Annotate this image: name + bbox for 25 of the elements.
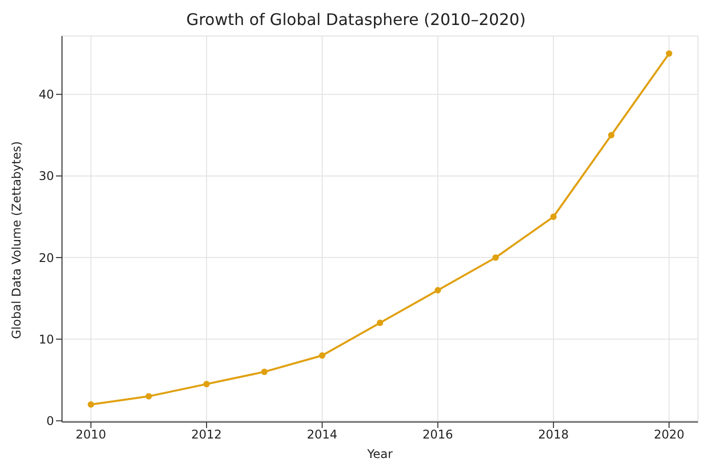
point	[376, 320, 384, 326]
point	[318, 352, 326, 359]
x-tick-label: 2010	[76, 428, 106, 442]
x-tick-label: 2020	[654, 428, 684, 442]
point	[203, 380, 210, 388]
y-tick-label: 40	[38, 88, 54, 102]
y-tick-label: 10	[38, 332, 54, 346]
x-tick-label: 2012	[191, 428, 222, 442]
point	[434, 287, 442, 294]
x-tick-label: 2016	[422, 428, 454, 442]
x-axis-title: Year	[366, 447, 393, 461]
point	[666, 50, 672, 57]
chart-title: Growth of Global Datasphere (2010–2020)	[185, 9, 527, 31]
point	[492, 254, 499, 261]
point	[146, 393, 152, 400]
y-tick-label: 30	[38, 169, 54, 184]
point	[550, 214, 557, 220]
x-tick-label: 2018	[538, 428, 569, 442]
y-tick-label: 0	[46, 414, 54, 428]
point	[88, 401, 94, 408]
point	[261, 368, 268, 376]
y-axis-title: Global Data Volume (Zettabytes)	[9, 141, 24, 339]
y-tick-label: 20	[38, 250, 54, 265]
x-tick-label: 2014	[306, 428, 338, 442]
point	[608, 132, 614, 138]
